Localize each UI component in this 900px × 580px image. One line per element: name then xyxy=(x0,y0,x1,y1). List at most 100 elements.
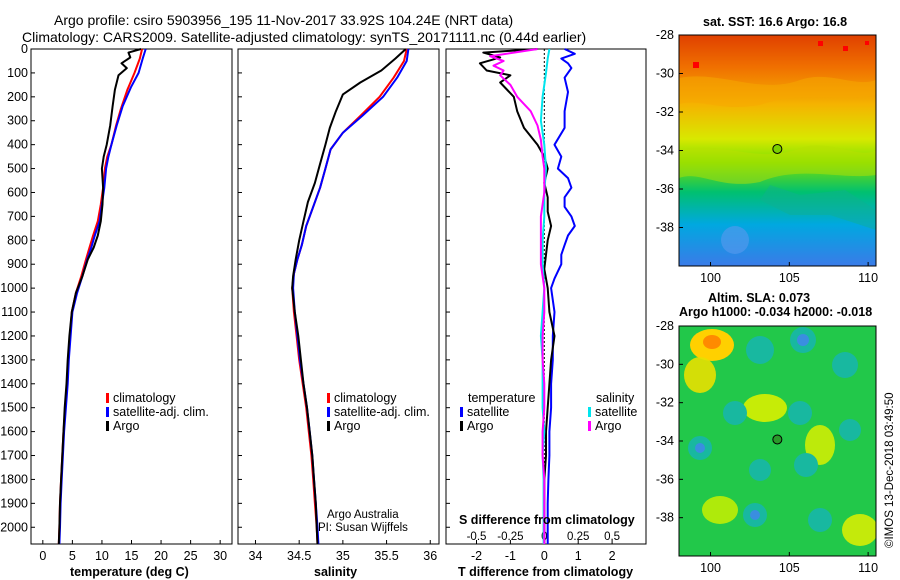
x-tick-label: 5 xyxy=(69,549,76,563)
x-tick-label: 34 xyxy=(249,549,263,563)
map-x-tick-label: 110 xyxy=(858,271,878,285)
x-tick-label: 10 xyxy=(95,549,109,563)
map-x-tick-label: 105 xyxy=(779,561,800,575)
salinity-x-label: salinity xyxy=(314,565,357,579)
temperature-legend: climatology satellite-adj. clim. Argo xyxy=(106,391,209,433)
x-tick-label: 0 xyxy=(541,549,548,563)
depth-tick-label: 1000 xyxy=(0,281,28,295)
depth-tick-label: 200 xyxy=(7,90,28,104)
series-line-argo xyxy=(291,48,407,545)
map-y-tick-label: -30 xyxy=(656,67,674,81)
series-line-climatology xyxy=(57,48,144,545)
depth-tick-label: 1400 xyxy=(0,377,28,391)
sla-argo-marker xyxy=(772,434,783,445)
temperature-series xyxy=(57,48,147,545)
depth-tick-label: 1900 xyxy=(0,496,28,510)
x-tick-label: 36 xyxy=(423,549,437,563)
sla-low xyxy=(788,401,812,425)
series-line-satellite-adj-clim- xyxy=(292,48,410,545)
legend-title-temperature: temperature xyxy=(468,391,535,405)
x-tick-label: 30 xyxy=(213,549,227,563)
depth-tick-label: 700 xyxy=(7,209,28,223)
sla-high xyxy=(702,496,738,524)
s-tick-label: 0.25 xyxy=(567,531,589,543)
sla-low xyxy=(746,336,774,364)
s-tick-label: -0.25 xyxy=(497,531,523,543)
sst-map-title: sat. SST: 16.6 Argo: 16.8 xyxy=(703,15,847,29)
x-tick-label: 25 xyxy=(184,549,198,563)
series-line-t-satellite xyxy=(546,48,576,544)
depth-tick-label: 1800 xyxy=(0,472,28,486)
map-y-tick-label: -32 xyxy=(656,396,674,410)
legend-swatch-t-satellite xyxy=(460,407,463,417)
x-tick-label: 35.5 xyxy=(374,549,398,563)
map-y-tick-label: -36 xyxy=(656,182,674,196)
sla-low-core xyxy=(695,443,705,453)
sla-low xyxy=(794,453,818,477)
sst-argo-marker xyxy=(772,143,783,154)
series-line-s-argo xyxy=(489,48,546,544)
difference-x-label: T difference from climatology xyxy=(458,565,633,579)
legend-label-s-argo: Argo xyxy=(595,419,621,433)
sla-high xyxy=(842,514,876,546)
credit-line-2: PI: Susan Wijffels xyxy=(318,522,408,534)
depth-tick-label: 2000 xyxy=(0,520,28,534)
map-y-tick-label: -32 xyxy=(656,105,674,119)
depth-tick-label: 400 xyxy=(7,138,28,152)
sst-hot-pixel xyxy=(693,62,699,68)
depth-tick-label: 800 xyxy=(7,233,28,247)
legend-label-climatology: climatology xyxy=(113,391,176,405)
x-tick-label: 35 xyxy=(336,549,350,563)
legend-label-argo: Argo xyxy=(113,419,139,433)
map-x-tick-label: 110 xyxy=(858,561,878,575)
map-y-tick-label: -38 xyxy=(656,221,674,235)
salinity-series xyxy=(291,48,410,545)
sla-low xyxy=(723,401,747,425)
x-tick-label: 20 xyxy=(154,549,168,563)
map-x-tick-label: 105 xyxy=(779,271,800,285)
sla-map-title-2: Argo h1000: -0.034 h2000: -0.018 xyxy=(679,305,872,319)
legend-swatch-s-argo xyxy=(588,421,591,431)
series-line-t-argo xyxy=(478,48,556,544)
depth-tick-label: 600 xyxy=(7,185,28,199)
legend-swatch-t-argo xyxy=(460,421,463,431)
depth-tick-label: 100 xyxy=(7,66,28,80)
sst-hot-pixel xyxy=(818,41,823,46)
sst-hot-pixel xyxy=(843,46,848,51)
x-tick-label: 34.5 xyxy=(287,549,311,563)
map-x-tick-label: 100 xyxy=(700,271,721,285)
sla-map-axes: -28 -30 -32 -34 -36 -38 100 105 110 xyxy=(656,319,878,575)
depth-tick-label: 300 xyxy=(7,114,28,128)
salinity-x-axis: 34 34.5 35 35.5 36 xyxy=(249,540,437,563)
difference-series xyxy=(478,48,576,544)
x-tick-label: 2 xyxy=(609,549,616,563)
sla-high xyxy=(684,357,716,393)
map-y-tick-label: -34 xyxy=(656,144,674,158)
legend-swatch-climatology xyxy=(106,393,109,403)
legend-label-climatology: climatology xyxy=(334,391,397,405)
depth-tick-label: 1600 xyxy=(0,425,28,439)
difference-legend: temperature satellite Argo salinity sate… xyxy=(460,391,637,433)
sla-high xyxy=(743,394,787,422)
sst-hot-pixel xyxy=(865,41,869,45)
x-tick-label: 1 xyxy=(575,549,582,563)
map-y-tick-label: -34 xyxy=(656,434,674,448)
x-tick-label: -1 xyxy=(505,549,516,563)
salinity-panel xyxy=(237,48,440,545)
map-y-tick-label: -28 xyxy=(656,319,674,333)
sst-map xyxy=(679,35,876,266)
legend-label-t-satellite: satellite xyxy=(467,405,509,419)
sla-low xyxy=(808,508,832,532)
sst-warm-band xyxy=(679,76,876,108)
map-y-tick-label: -30 xyxy=(656,357,674,371)
map-y-tick-label: -36 xyxy=(656,472,674,486)
series-line-argo xyxy=(57,48,142,545)
difference-top-label: S difference from climatology xyxy=(459,513,635,527)
legend-label-s-satellite: satellite xyxy=(595,405,637,419)
series-line-climatology xyxy=(291,48,408,545)
sla-map-title-1: Altim. SLA: 0.073 xyxy=(708,291,810,305)
legend-label-argo: Argo xyxy=(334,419,360,433)
sst-mid-band xyxy=(679,145,876,184)
legend-swatch-argo xyxy=(327,421,330,431)
depth-tick-label: 1300 xyxy=(0,353,28,367)
